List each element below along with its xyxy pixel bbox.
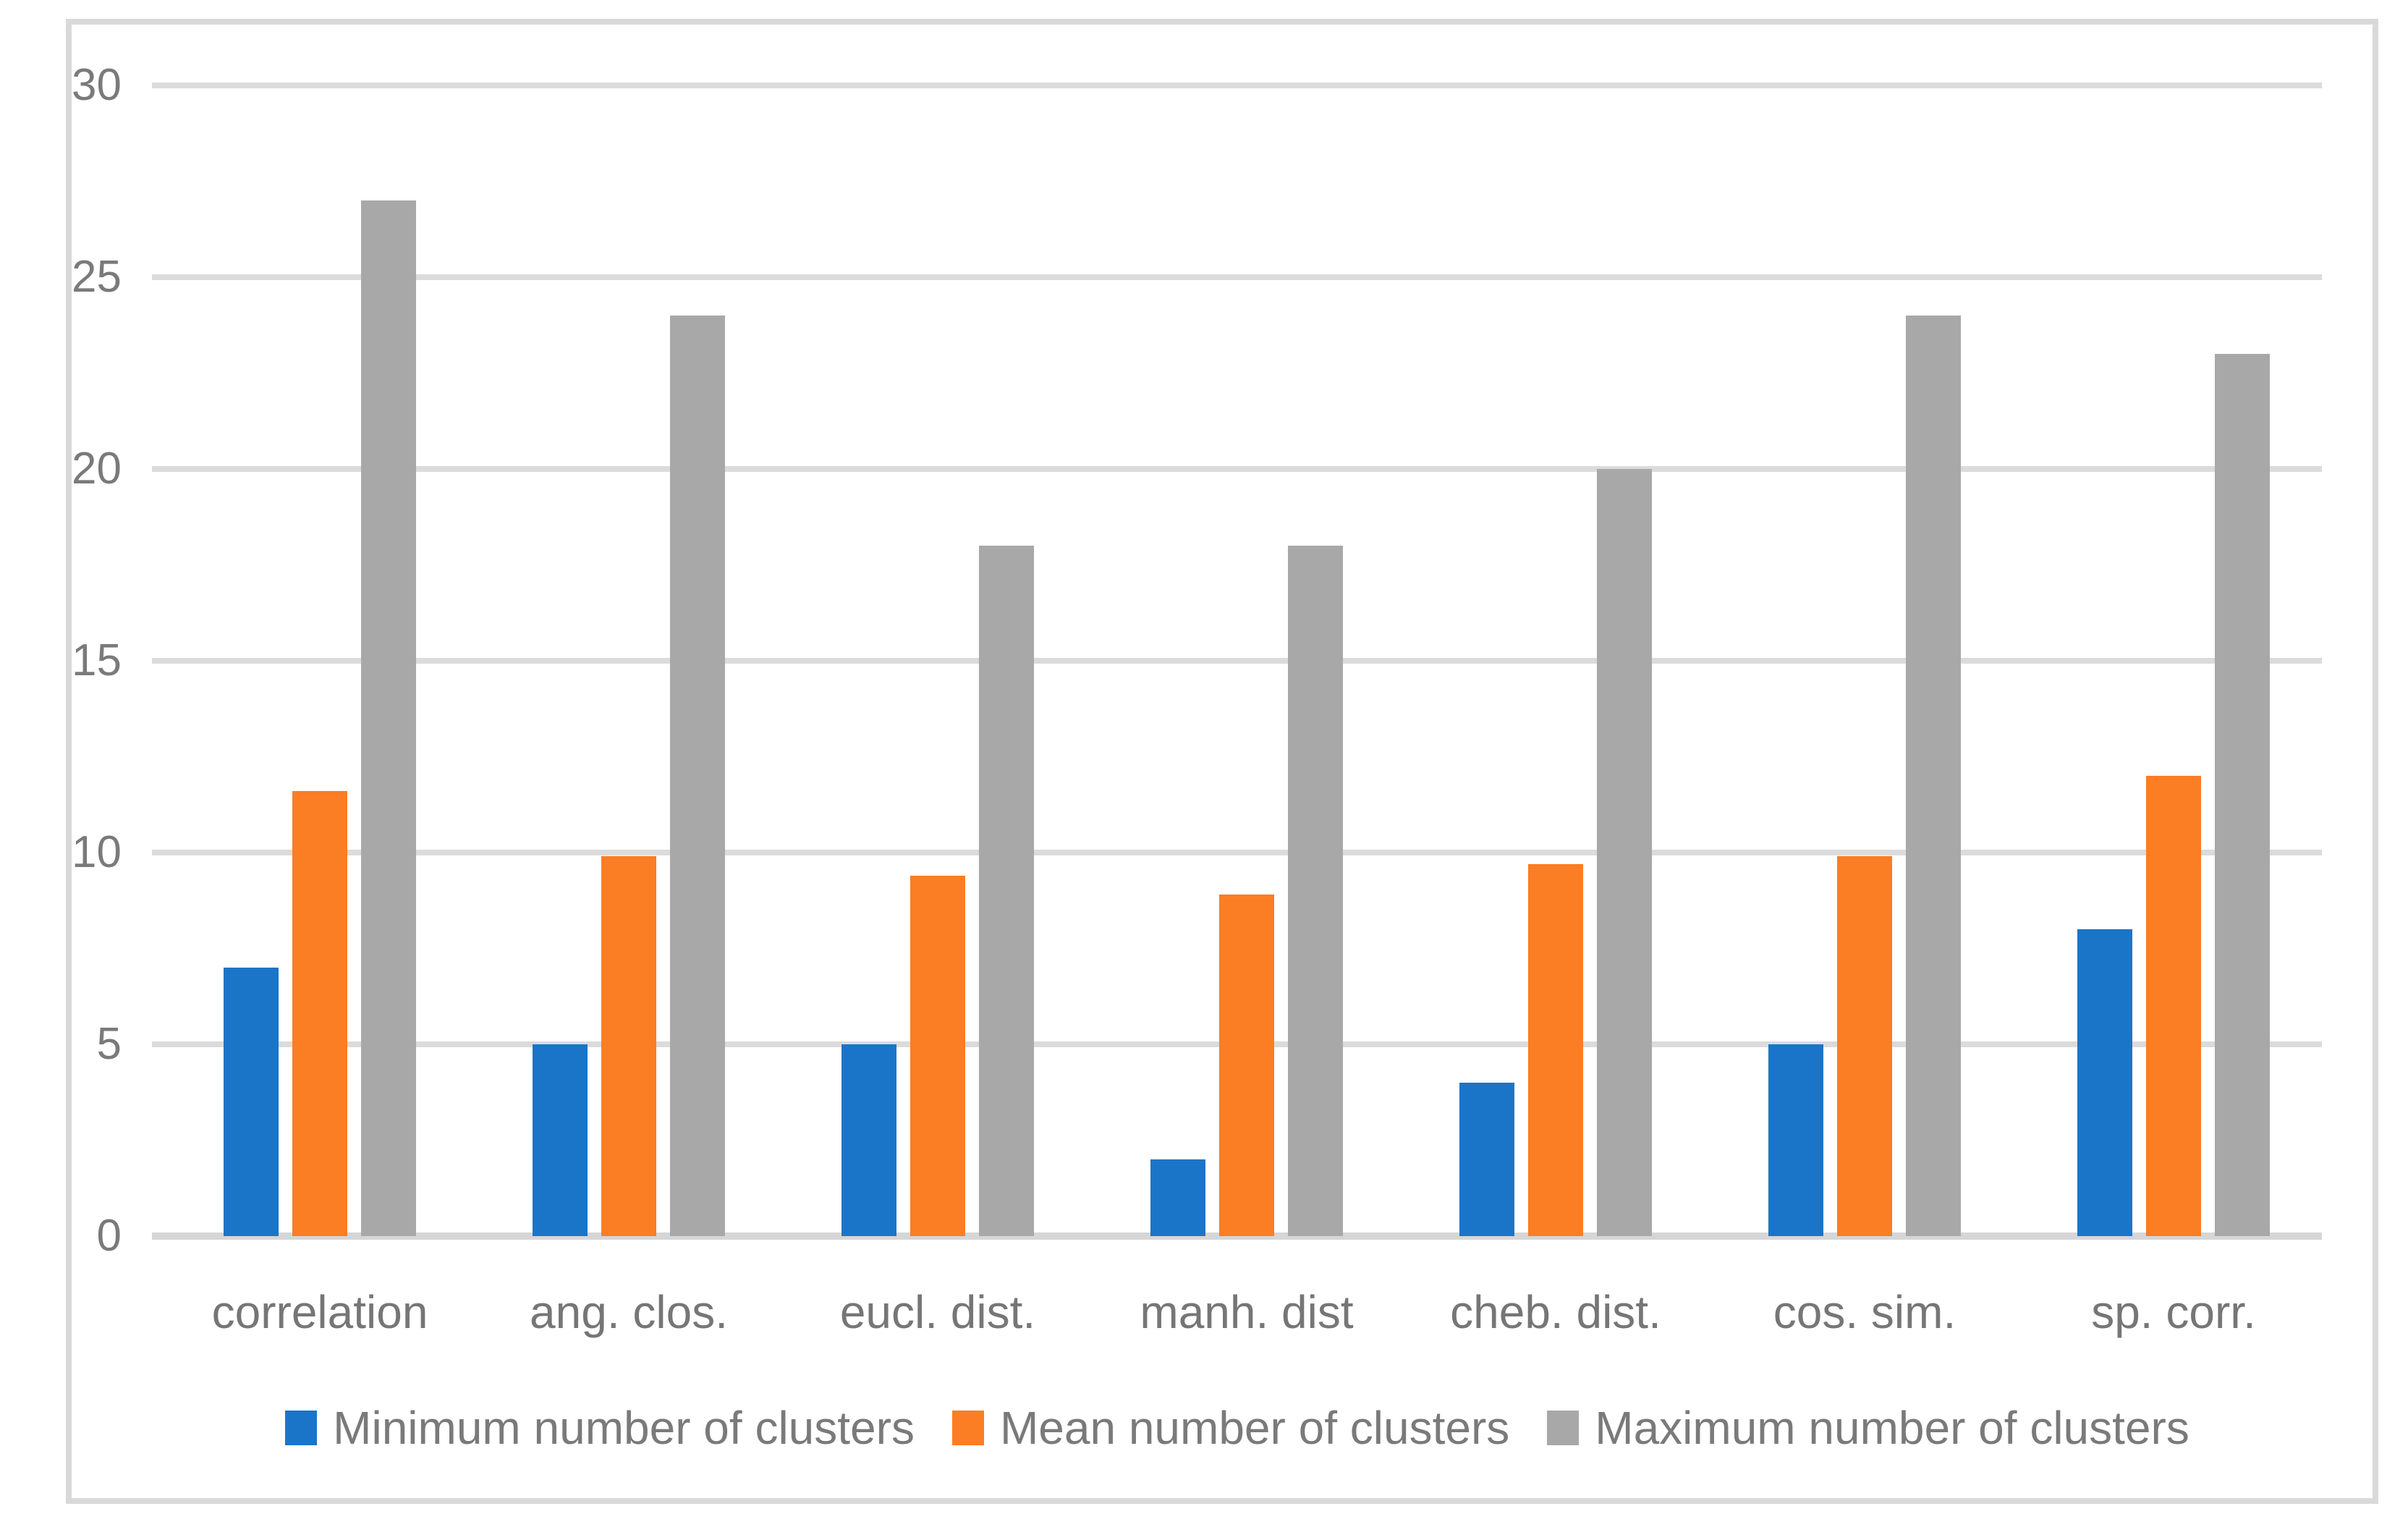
x-tick-label-correlation: correlation [211,1286,428,1338]
y-tick-label-15: 15 [72,635,122,685]
bar-maximum-cos-sim [1906,316,1961,1236]
bar-mean-correlation [292,791,347,1236]
bar-mean-ang-clos [601,856,656,1236]
bar-minimum-sp-corr [2077,929,2132,1236]
legend-label: Maximum number of clusters [1595,1402,2189,1454]
bar-mean-manh-dist [1219,895,1274,1236]
bar-mean-eucl-dist [910,875,965,1236]
legend-label: Minimum number of clusters [333,1402,915,1454]
x-axis-line [152,1232,2322,1240]
y-tick-label-10: 10 [72,827,122,877]
gridline-y-10 [152,850,2322,855]
bar-maximum-manh-dist [1288,546,1343,1236]
bar-minimum-manh-dist [1150,1159,1205,1236]
legend-item-minimum: Minimum number of clusters [285,1401,915,1455]
x-tick-label-cos-sim: cos. sim. [1773,1286,1956,1338]
bar-minimum-cheb-dist [1459,1083,1514,1236]
bar-minimum-eucl-dist [841,1044,896,1236]
x-tick-label-sp-corr: sp. corr. [2091,1286,2256,1338]
bar-minimum-cos-sim [1768,1044,1823,1236]
legend: Minimum number of clusters Mean number of… [152,1393,2323,1463]
bar-minimum-ang-clos [533,1044,588,1236]
bar-mean-cheb-dist [1528,863,1583,1236]
gridline-y-30 [152,83,2322,88]
bar-maximum-cheb-dist [1597,469,1652,1236]
gridline-y-25 [152,274,2322,280]
y-tick-label-30: 30 [72,60,122,110]
legend-item-maximum: Maximum number of clusters [1547,1401,2189,1455]
x-tick-label-cheb-dist: cheb. dist. [1450,1286,1661,1338]
gridline-y-20 [152,466,2322,472]
legend-swatch-icon [285,1411,318,1445]
legend-label: Mean number of clusters [999,1402,1510,1454]
legend-swatch-icon [1547,1411,1580,1445]
bar-maximum-ang-clos [670,316,725,1236]
bar-maximum-sp-corr [2215,354,2270,1236]
y-tick-label-25: 25 [72,252,122,302]
bar-mean-cos-sim [1837,856,1892,1236]
bar-minimum-correlation [224,968,279,1236]
x-tick-label-eucl-dist: eucl. dist. [839,1286,1036,1338]
legend-swatch-icon [951,1411,984,1445]
bar-maximum-correlation [361,200,416,1236]
chart-border [66,19,2378,1504]
y-tick-label-0: 0 [96,1211,122,1261]
gridline-y-15 [152,658,2322,664]
bar-mean-sp-corr [2146,776,2201,1236]
y-tick-label-20: 20 [72,444,122,494]
legend-item-mean: Mean number of clusters [951,1401,1510,1455]
bar-maximum-eucl-dist [979,546,1034,1236]
x-tick-label-ang-clos: ang. clos. [530,1286,728,1338]
x-tick-label-manh-dist: manh. dist [1140,1286,1354,1338]
y-tick-label-5: 5 [96,1019,122,1069]
